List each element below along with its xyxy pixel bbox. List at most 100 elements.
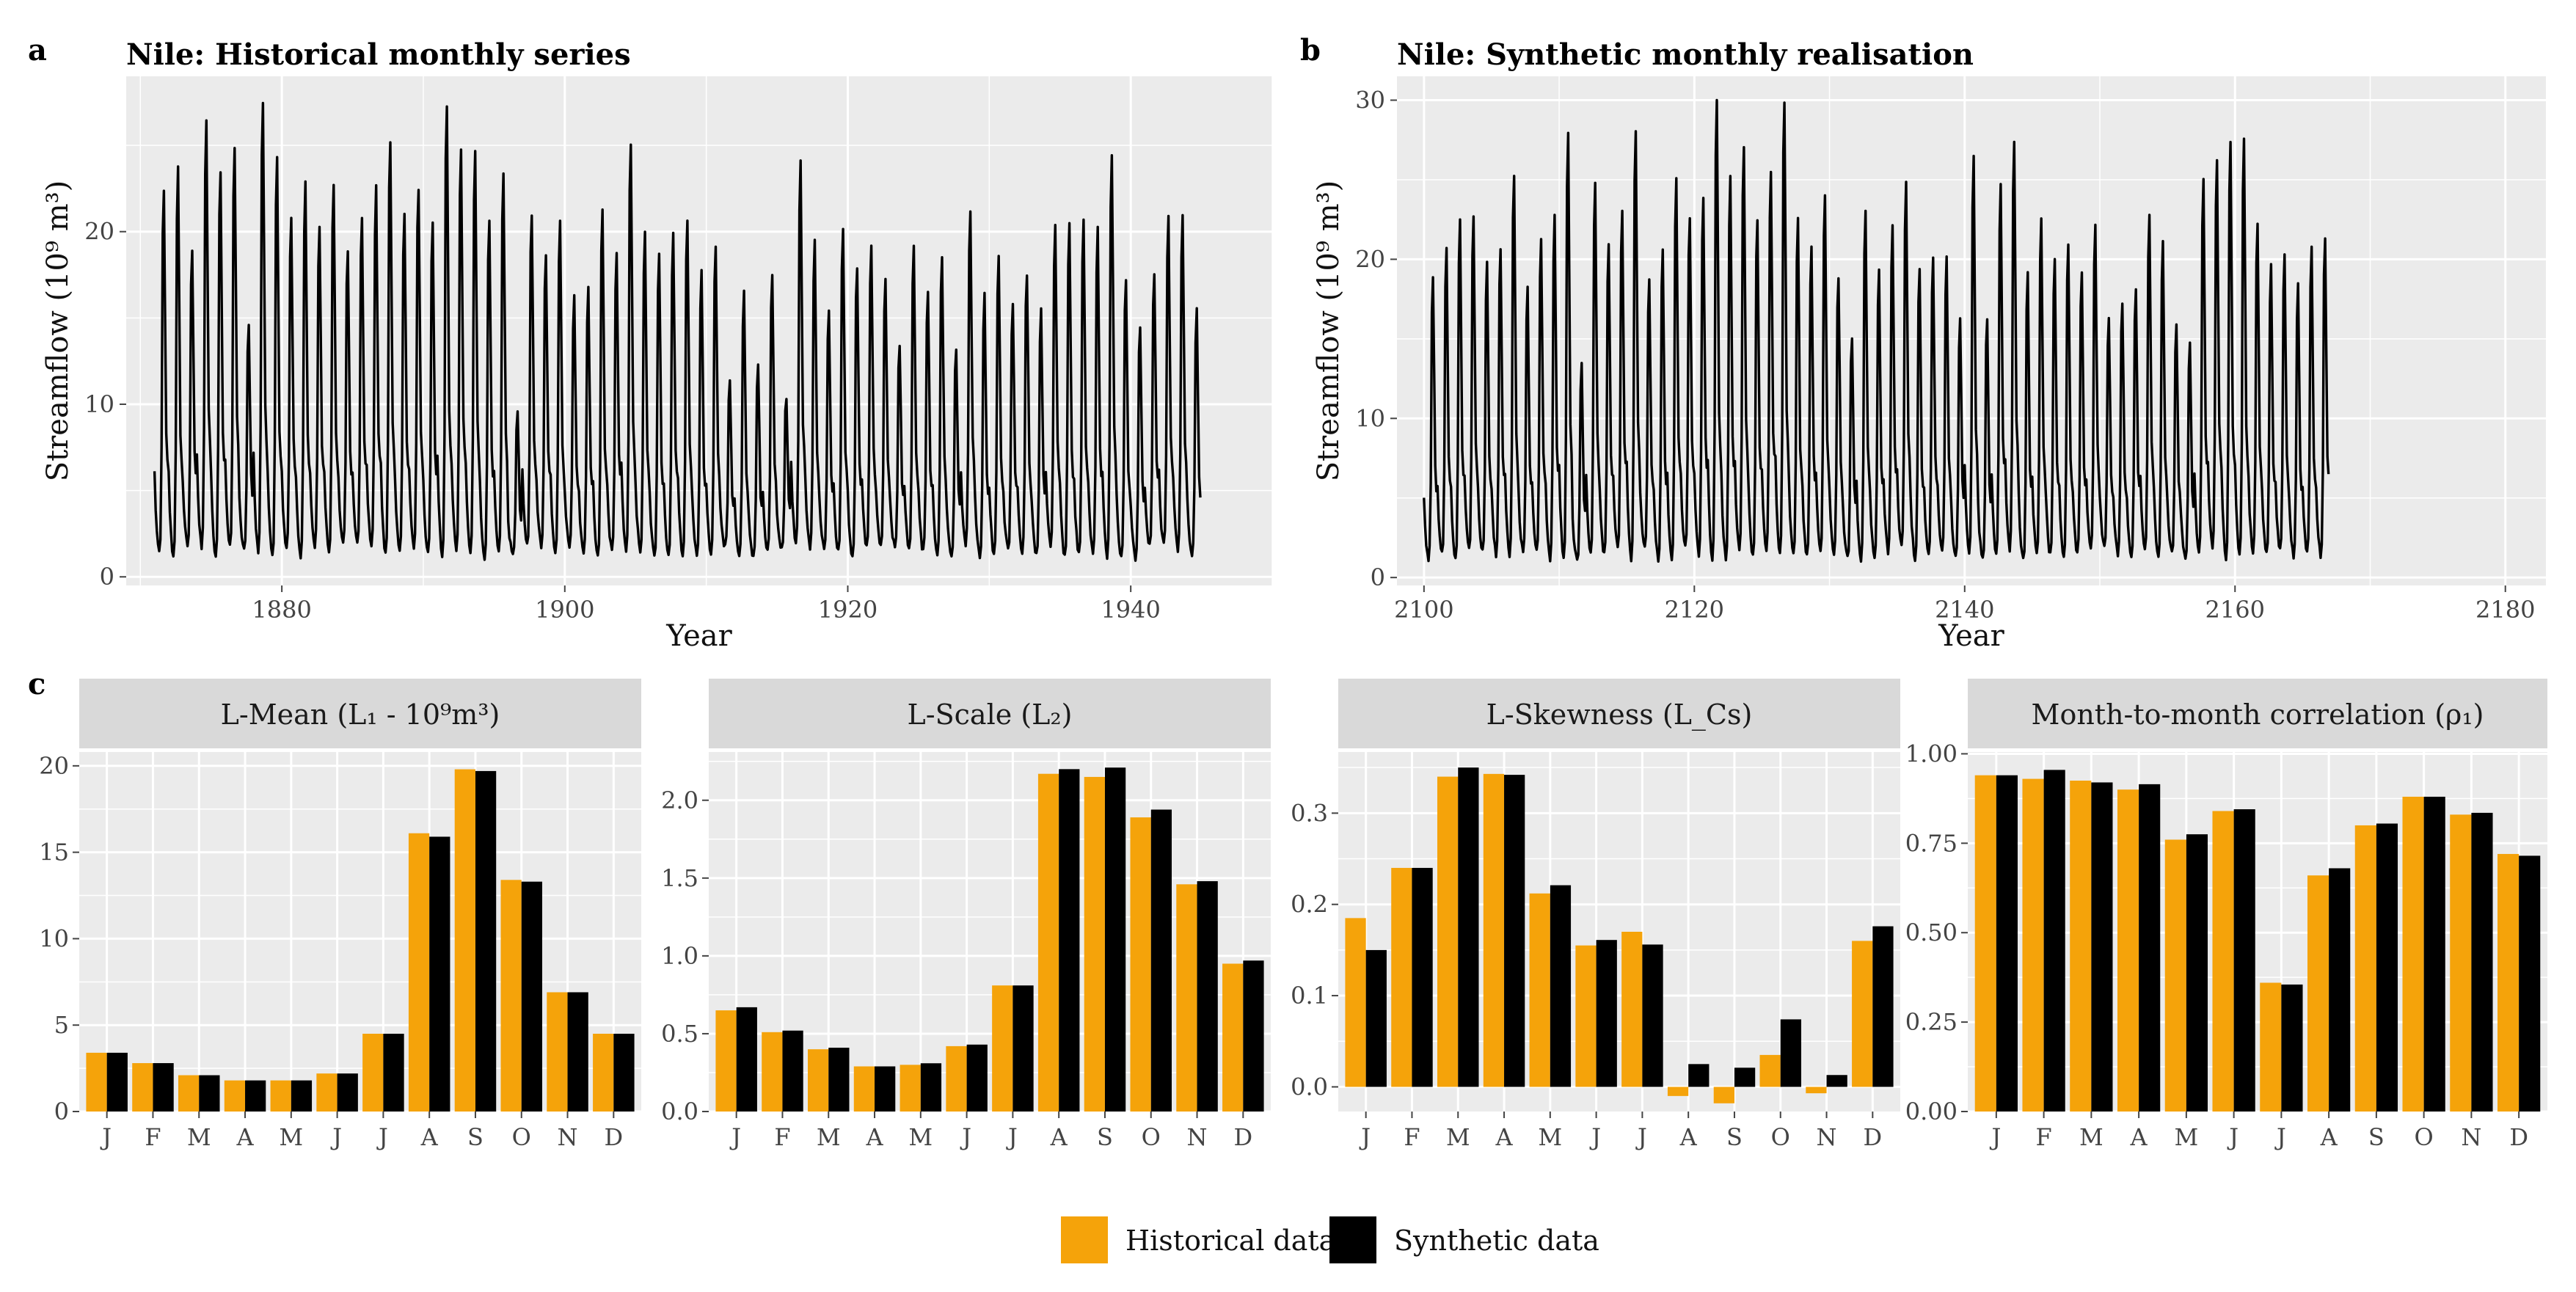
x-tick-label: J [1006, 1123, 1018, 1151]
synthetic-bar [1458, 767, 1479, 1087]
synthetic-bar [1780, 1019, 1802, 1087]
synthetic-bar [521, 881, 543, 1112]
historical-bar [408, 833, 430, 1112]
historical-bar [992, 985, 1013, 1112]
synthetic-bar [2091, 782, 2113, 1112]
x-tick-label: A [236, 1123, 254, 1151]
y-tick-label: 20 [39, 752, 69, 780]
synthetic-bar [1872, 926, 1894, 1087]
x-tick-label: F [2036, 1123, 2052, 1151]
x-tick-label: 1880 [252, 596, 311, 624]
y-tick-label: 0.75 [1905, 829, 1957, 857]
x-tick-label: S [2368, 1123, 2385, 1151]
x-tick-label: J [2274, 1123, 2286, 1151]
historical-bar [1176, 884, 1197, 1112]
x-tick-label: A [2320, 1123, 2338, 1151]
x-tick-label: S [467, 1123, 484, 1151]
synthetic-bar [2376, 823, 2398, 1112]
synthetic-bar [2281, 984, 2303, 1112]
historical-bar [1483, 773, 1505, 1087]
synthetic-bar [1550, 885, 1572, 1087]
x-tick-label: M [2174, 1123, 2198, 1151]
y-tick-label: 30 [1355, 87, 1385, 114]
x-tick-label: O [512, 1123, 531, 1151]
x-tick-label: F [774, 1123, 790, 1151]
x-tick-label: F [145, 1123, 161, 1151]
facet-strip-label: L-Scale (L₂) [908, 698, 1073, 731]
historical-bar [2117, 789, 2139, 1112]
synthetic-bar [1104, 767, 1126, 1112]
x-tick-label: 1920 [818, 596, 877, 624]
synthetic-bar [1734, 1067, 1756, 1087]
facet-strip [79, 679, 641, 748]
facet-month-correlation: Month-to-month correlation (ρ₁) 0.00 0.25 0… [1905, 679, 2547, 1151]
x-tick-label: A [1050, 1123, 1068, 1151]
synthetic-bar [1243, 960, 1264, 1112]
synthetic-bar [245, 1080, 266, 1112]
synthetic-bar [875, 1066, 896, 1112]
historical-bar [762, 1032, 783, 1112]
y-tick-label: 0.3 [1291, 799, 1328, 827]
historical-bar [593, 1033, 614, 1112]
historical-bar [547, 992, 568, 1112]
panel-b-y-axis: 0 10 20 30 [1355, 87, 1397, 591]
historical-bar [2307, 875, 2329, 1112]
y-tick-label: 15 [39, 839, 69, 866]
synthetic-bar [2423, 796, 2445, 1112]
synthetic-bar [2139, 784, 2161, 1112]
x-tick-label: M [187, 1123, 211, 1151]
facet-l-scale: L-Scale (L₂)0.00.51.01.52.0J F M A M J J A S O N D [661, 679, 1271, 1151]
x-tick-label: A [2130, 1123, 2148, 1151]
x-tick-label: 2100 [1394, 596, 1453, 624]
historical-bar [270, 1080, 291, 1112]
panel-b-title: Nile: Synthetic monthly realisation [1397, 37, 1974, 72]
panel-b-x-axis-title: Year [1938, 619, 2004, 653]
y-tick-label: 0.50 [1905, 919, 1957, 946]
synthetic-bar [1365, 949, 1387, 1087]
synthetic-bar [1412, 867, 1433, 1087]
panel-b-streamflow-line [1423, 98, 2330, 563]
x-tick-label: J [1359, 1123, 1371, 1151]
synthetic-bar [1012, 985, 1034, 1112]
y-tick-label: 5 [54, 1011, 69, 1039]
panel-b-synthetic-series: 2100 2120 2140 2160 2180 0 10 20 30 Year Stream… [1312, 76, 2546, 653]
synthetic-bar [2186, 834, 2208, 1112]
historical-bar [316, 1073, 337, 1112]
x-tick-label: D [2509, 1123, 2528, 1151]
historical-bar [2022, 778, 2044, 1112]
x-tick-label: O [1771, 1123, 1790, 1151]
synthetic-bar [337, 1073, 358, 1112]
x-tick-label: S [1097, 1123, 1113, 1151]
y-tick-label: 1.5 [661, 864, 698, 892]
synthetic-bar [1826, 1075, 1847, 1087]
x-tick-label: A [1679, 1123, 1698, 1151]
historical-bar [2497, 853, 2520, 1112]
panel-b-y-axis-title: Streamflow (10⁹ m³) [1312, 180, 1346, 482]
synthetic-bar [613, 1033, 635, 1112]
x-tick-label: O [1142, 1123, 1161, 1151]
historical-bar [946, 1045, 967, 1112]
y-tick-label: 0 [54, 1098, 69, 1125]
x-tick-label: M [279, 1123, 303, 1151]
historical-bar [715, 1010, 737, 1112]
x-tick-label: J [100, 1123, 112, 1151]
panel-a-y-axis-title: Streamflow (10⁹ m³) [41, 180, 75, 482]
x-tick-label: A [1495, 1123, 1513, 1151]
y-tick-label: 10 [39, 924, 69, 952]
historical-bar [1130, 817, 1151, 1112]
panel-a-x-axis: 1880 1900 1920 1940 [252, 585, 1161, 624]
y-tick-label: 20 [84, 218, 114, 246]
x-tick-label: N [1187, 1123, 1208, 1151]
historical-bar [1713, 1087, 1734, 1103]
x-tick-label: M [1446, 1123, 1470, 1151]
synthetic-bar [2471, 812, 2493, 1112]
legend: Historical data Synthetic data [1061, 1216, 1599, 1263]
historical-bar [1037, 773, 1059, 1112]
facet-strip [1338, 679, 1900, 748]
synthetic-bar [1197, 881, 1218, 1112]
x-tick-label: A [865, 1123, 883, 1151]
y-tick-label: 2.0 [661, 786, 698, 814]
panel-b-x-axis: 2100 2120 2140 2160 2180 [1394, 585, 2535, 624]
synthetic-bar [2043, 770, 2065, 1112]
